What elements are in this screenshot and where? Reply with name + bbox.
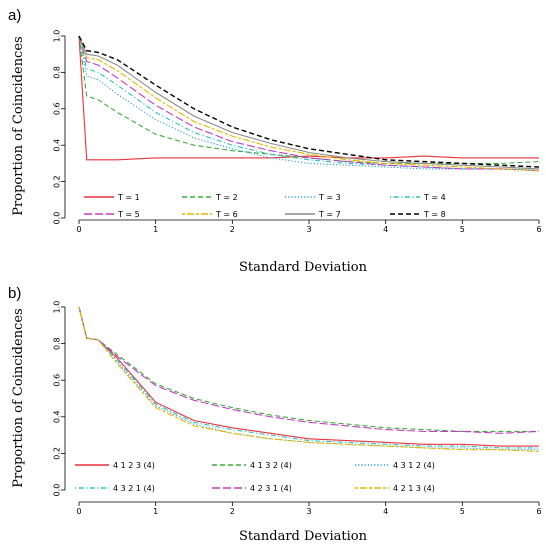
x-tick-label: 0: [76, 507, 81, 516]
panel-a-legend: T = 1 T = 2 T = 3 T = 4 T = 5 T = 6 T = 7 T = 8: [84, 193, 446, 219]
y-tick-label: 0.0: [53, 484, 62, 497]
y-tick-label: 0.2: [53, 447, 62, 460]
y-tick-label: 0.8: [53, 66, 62, 79]
panel-b-axes: 0.0 0.2 0.4 0.6 0.8 1.0 0 1 2 3 4 5 6: [53, 301, 542, 516]
series-line-2: [78, 306, 539, 432]
panel-b-x-axis-label: Standard Deviation: [239, 529, 368, 544]
panel-a-x-axis-label: Standard Deviation: [239, 260, 368, 275]
x-tick-label: 1: [153, 225, 158, 234]
y-tick-label: 0.4: [53, 410, 62, 423]
y-tick-label: 0.6: [53, 374, 62, 387]
legend-entry-label: 4 1 3 2 (4): [250, 461, 292, 470]
legend-entry-label: T = 4: [423, 193, 446, 202]
x-tick-label: 4: [383, 225, 388, 234]
x-tick-label: 6: [536, 507, 541, 516]
panel-b-y-axis-label: Proportion of Coincidences: [11, 308, 26, 487]
legend-entry-label: T = 2: [215, 193, 238, 202]
x-tick-label: 2: [230, 225, 235, 234]
panel-b-legend: 4 1 2 3 (4) 4 1 3 2 (4) 4 3 1 2 (4) 4 3 2 1…: [75, 461, 435, 493]
y-tick-label: 0.4: [53, 139, 62, 152]
x-tick-label: 4: [383, 507, 388, 516]
legend-entry-label: 4 1 2 3 (4): [113, 461, 155, 470]
y-tick-label: 0.0: [53, 212, 62, 225]
series-line-6: [78, 306, 540, 453]
x-tick-label: 2: [230, 507, 235, 516]
legend-entry-label: T = 8: [423, 210, 446, 219]
x-tick-label: 3: [306, 225, 311, 234]
series-line-7: [78, 35, 540, 170]
legend-entry-label: 4 3 1 2 (4): [393, 461, 435, 470]
x-tick-label: 0: [76, 225, 81, 234]
legend-entry-label: T = 3: [318, 193, 341, 202]
x-tick-label: 1: [153, 507, 158, 516]
legend-entry-label: 4 2 3 1 (4): [250, 484, 292, 493]
series-line-1: [78, 35, 539, 161]
legend-entry-label: 4 2 1 3 (4): [393, 484, 435, 493]
legend-entry-label: T = 7: [318, 210, 341, 219]
y-tick-label: 0.8: [53, 337, 62, 350]
series-line-5: [78, 35, 540, 172]
series-line-5: [78, 306, 540, 434]
series-line-3: [78, 35, 539, 170]
series-line-4: [78, 35, 540, 172]
panel-a-label: a): [8, 7, 21, 24]
panel-a-y-axis-label: Proportion of Coincidences: [11, 36, 26, 215]
x-tick-label: 6: [536, 225, 541, 234]
panel-b-chart: b) Proportion of Coincidences Standard D…: [8, 285, 542, 544]
y-tick-label: 1.0: [53, 301, 62, 314]
series-line-4: [78, 306, 539, 449]
y-tick-label: 1.0: [53, 30, 62, 43]
legend-entry-label: 4 3 2 1 (4): [113, 484, 155, 493]
series-line-8: [78, 35, 540, 168]
legend-entry-label: T = 1: [117, 193, 140, 202]
y-tick-label: 0.6: [53, 102, 62, 115]
panel-b-label: b): [8, 285, 21, 302]
legend-entry-label: T = 6: [215, 210, 238, 219]
panel-a-axes: 0.0 0.2 0.4 0.6 0.8 1.0 0 1 2 3 4 5 6: [53, 30, 542, 234]
series-line-1: [78, 306, 539, 447]
x-tick-label: 5: [460, 225, 465, 234]
panel-b-series-lines: [78, 306, 540, 453]
panel-a-series-lines: [78, 35, 540, 172]
legend-entry-label: T = 5: [117, 210, 140, 219]
y-tick-label: 0.2: [53, 175, 62, 188]
x-tick-label: 5: [460, 507, 465, 516]
series-line-6: [78, 35, 540, 172]
x-tick-label: 3: [306, 507, 311, 516]
panel-a-chart: a) Proportion of Coincidences Standard D…: [8, 7, 542, 275]
